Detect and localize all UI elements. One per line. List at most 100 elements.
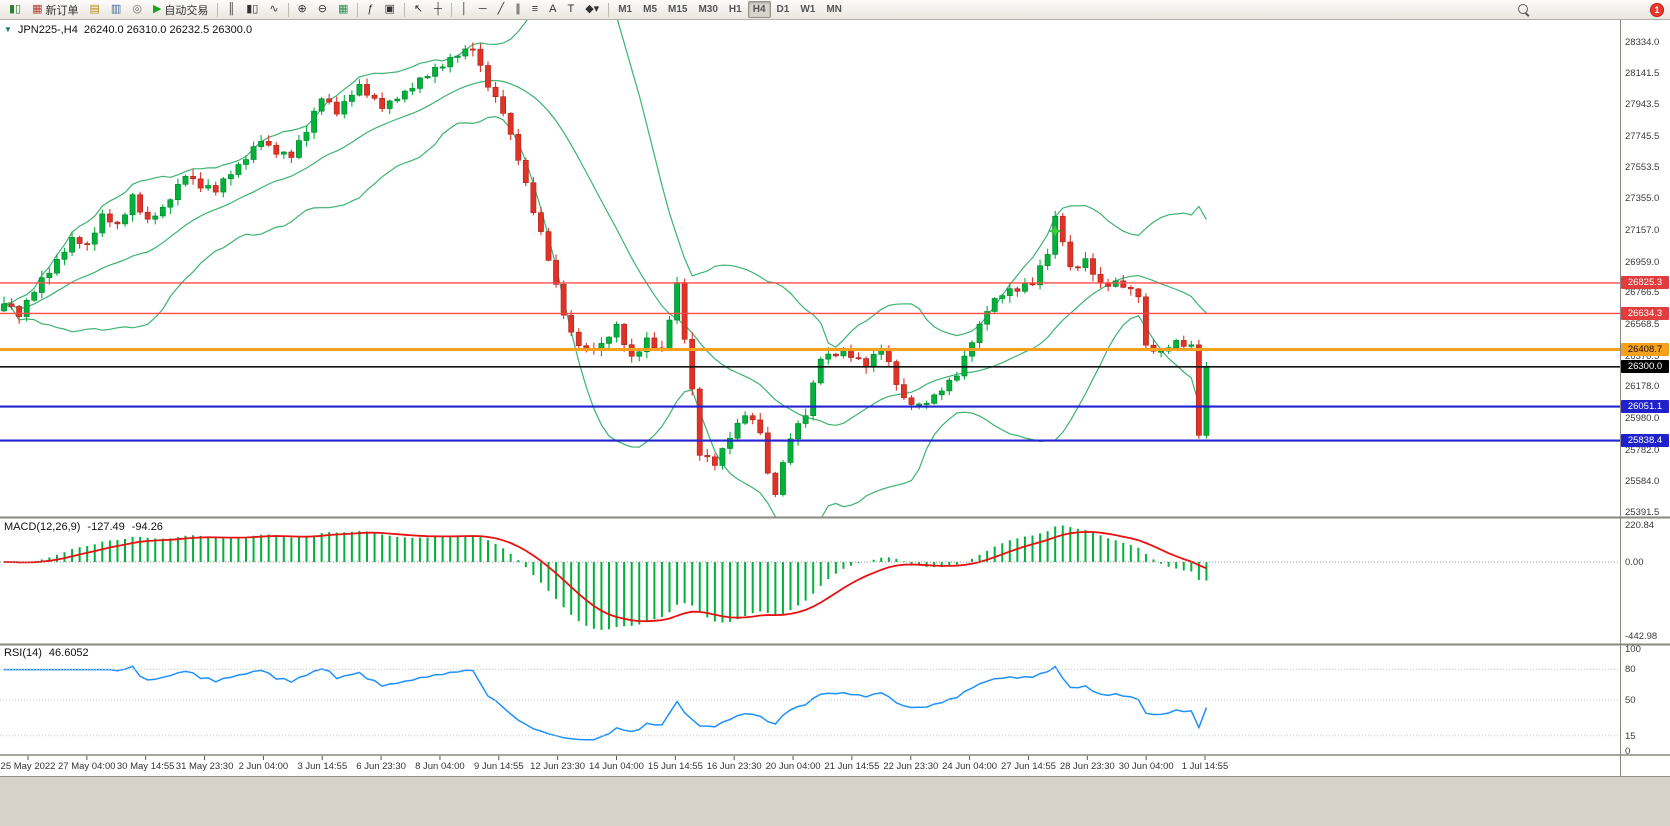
time-axis-label: 21 Jun 14:55 [824, 761, 880, 772]
macd-scale-label: 0.00 [1625, 557, 1644, 568]
search-icon[interactable] [1518, 4, 1530, 16]
vertical-line-icon[interactable]: │ [456, 1, 473, 18]
time-axis-label: 2 Jun 04:00 [238, 761, 289, 772]
buy-marker-icon [1048, 224, 1062, 238]
rsi-name: RSI(14) [4, 647, 42, 659]
price-tick-label: 25584.0 [1625, 476, 1660, 488]
chart-ohlc-header: ▼ JPN225-,H4 26240.0 26310.0 26232.5 263… [4, 24, 252, 36]
templates-icon[interactable]: ▣ [380, 1, 400, 18]
notification-badge[interactable]: 1 [1650, 3, 1664, 17]
time-axis-label: 27 Jun 14:55 [1001, 761, 1056, 772]
new-order-button[interactable]: ▦ 新订单 [27, 1, 83, 18]
timeframe-m30[interactable]: M30 [698, 4, 718, 15]
time-axis-label: 9 Jun 14:55 [473, 761, 524, 772]
timeframe-mn[interactable]: MN [826, 4, 842, 15]
crosshair-icon[interactable]: ┼ [429, 1, 447, 18]
candlestick-chart-type-icon[interactable]: ▮▯ [241, 1, 263, 18]
vertical-line-icon-glyph: │ [460, 3, 468, 15]
toolbar-separator [450, 2, 452, 17]
metaeditor-icon[interactable]: ▥ [106, 1, 126, 18]
zoom-out-icon-glyph: ⊖ [317, 3, 327, 15]
price-tick-label: 27745.5 [1625, 131, 1660, 142]
macd-name: MACD(12,26,9) [4, 521, 81, 533]
cursor-icon-glyph: ↖ [413, 3, 424, 15]
time-axis-label: 6 Jun 23:30 [356, 761, 406, 772]
timeframe-m15[interactable]: M15 [668, 4, 688, 15]
fibonacci-icon[interactable]: ≡ [527, 1, 543, 18]
price-tick-label: 26959.0 [1625, 256, 1660, 268]
timeframe-d1[interactable]: D1 [776, 4, 790, 15]
time-axis-label: 25 May 2022 [0, 761, 56, 772]
horizontal-line-icon-glyph: ─ [478, 3, 487, 15]
time-axis-label: 16 Jun 23:30 [706, 761, 762, 772]
line-chart-type-icon-glyph: ∿ [269, 3, 279, 15]
toolbar-separator [217, 2, 219, 17]
timeframe-m1[interactable]: M1 [618, 4, 633, 15]
time-axis-label: 30 Jun 04:00 [1118, 761, 1174, 772]
text-icon-glyph: A [549, 3, 557, 15]
templates-icon-glyph: ▣ [384, 3, 395, 15]
chart-profile-icon-glyph: ▤ [89, 3, 100, 15]
time-axis-label: 1 Jul 14:55 [1181, 761, 1229, 772]
text-icon[interactable]: A [544, 1, 561, 18]
textbox-icon[interactable]: T [562, 1, 579, 18]
zoom-out-icon[interactable]: ⊖ [313, 1, 332, 18]
new-order-button-label: 新订单 [45, 4, 79, 17]
time-axis-label: 14 Jun 04:00 [589, 761, 644, 772]
app-icon-glyph: ▮▯ [9, 3, 22, 15]
macd-indicator-label: MACD(12,26,9) -127.49 -94.26 [4, 521, 163, 533]
time-axis-label: 12 Jun 23:30 [530, 761, 586, 772]
channel-icon[interactable]: ∥ [510, 1, 526, 18]
market-watch-icon-glyph: ◎ [132, 3, 142, 15]
app-icon[interactable]: ▮▯ [4, 1, 26, 18]
price-tick-label: 26178.0 [1625, 381, 1660, 393]
price-badge: 26051.1 [1621, 400, 1669, 414]
price-tick-label: 28334.0 [1625, 37, 1660, 48]
tile-windows-icon[interactable]: ▦ [333, 1, 353, 18]
time-axis-label: 27 May 04:00 [58, 761, 116, 772]
rsi-scale-label: 0 [1625, 746, 1631, 757]
time-axis-label: 3 Jun 14:55 [297, 761, 348, 772]
tile-windows-icon-glyph: ▦ [337, 3, 349, 15]
time-axis-label: 24 Jun 04:00 [942, 761, 998, 772]
line-chart-type-icon[interactable]: ∿ [264, 1, 283, 18]
ohlc-values: 26240.0 26310.0 26232.5 26300.0 [83, 24, 253, 36]
symbol-period-label: JPN225-,H4 [17, 24, 78, 36]
macd-scale-label: -442.98 [1625, 630, 1658, 642]
chart-collapse-icon[interactable]: ▼ [4, 25, 12, 34]
price-tick-label: 25980.0 [1625, 412, 1660, 424]
zoom-in-icon-glyph: ⊕ [297, 3, 307, 15]
toolbar-separator [287, 2, 289, 17]
price-badge: 26408.7 [1621, 343, 1669, 356]
macd-value-main: -127.49 [87, 521, 125, 533]
bar-chart-type-icon-glyph: ║ [227, 3, 236, 15]
macd-scale-label: 220.84 [1625, 520, 1655, 532]
time-axis-label: 30 May 14:55 [116, 761, 175, 772]
indicators-icon[interactable]: ƒ [362, 1, 378, 18]
trendline-icon[interactable]: ╱ [493, 1, 510, 18]
shapes-icon[interactable]: ◆▾ [580, 1, 604, 18]
price-badge: 26634.3 [1621, 306, 1669, 320]
timeframe-w1[interactable]: W1 [800, 4, 816, 15]
timeframe-h1[interactable]: H1 [728, 4, 742, 15]
toolbar: ▮▯ ▦ 新订单 ▤ ▥ ◎ ▶ 自动交易 ║ ▮▯ ∿ ⊕ ⊖ ▦ ƒ ▣ ↖ ┼ │ ─ ╱ ∥ ≡ A T ◆▾ M1 M5 M1… [0, 0, 1670, 20]
autotrading-button[interactable]: ▶ 自动交易 [148, 1, 213, 18]
price-tick-label: 27553.5 [1625, 161, 1660, 173]
timeframe-m5[interactable]: M5 [643, 4, 658, 15]
chart-profile-icon[interactable]: ▤ [85, 1, 105, 18]
bottom-strip [0, 776, 1670, 826]
toolbar-items: ▮▯ ▦ 新订单 ▤ ▥ ◎ ▶ 自动交易 ║ ▮▯ ∿ ⊕ ⊖ ▦ ƒ ▣ ↖ ┼ │ ─ ╱ ∥ ≡ A T ◆▾ M1 M5 M1… [4, 1, 847, 18]
timeframe-h4[interactable]: H4 [747, 1, 771, 18]
cursor-icon[interactable]: ↖ [409, 1, 428, 18]
zoom-in-icon[interactable]: ⊕ [293, 1, 312, 18]
horizontal-line-icon[interactable]: ─ [474, 1, 492, 18]
market-watch-icon[interactable]: ◎ [127, 1, 147, 18]
textbox-icon-glyph: T [567, 3, 575, 15]
new-order-glyph: ▦ [32, 3, 43, 15]
toolbar-separator [357, 2, 359, 17]
time-axis-label: 8 Jun 04:00 [415, 761, 465, 772]
price-tick-label: 26766.5 [1625, 287, 1660, 299]
bar-chart-type-icon[interactable]: ║ [222, 1, 240, 18]
autotrading-glyph: ▶ [152, 3, 162, 15]
